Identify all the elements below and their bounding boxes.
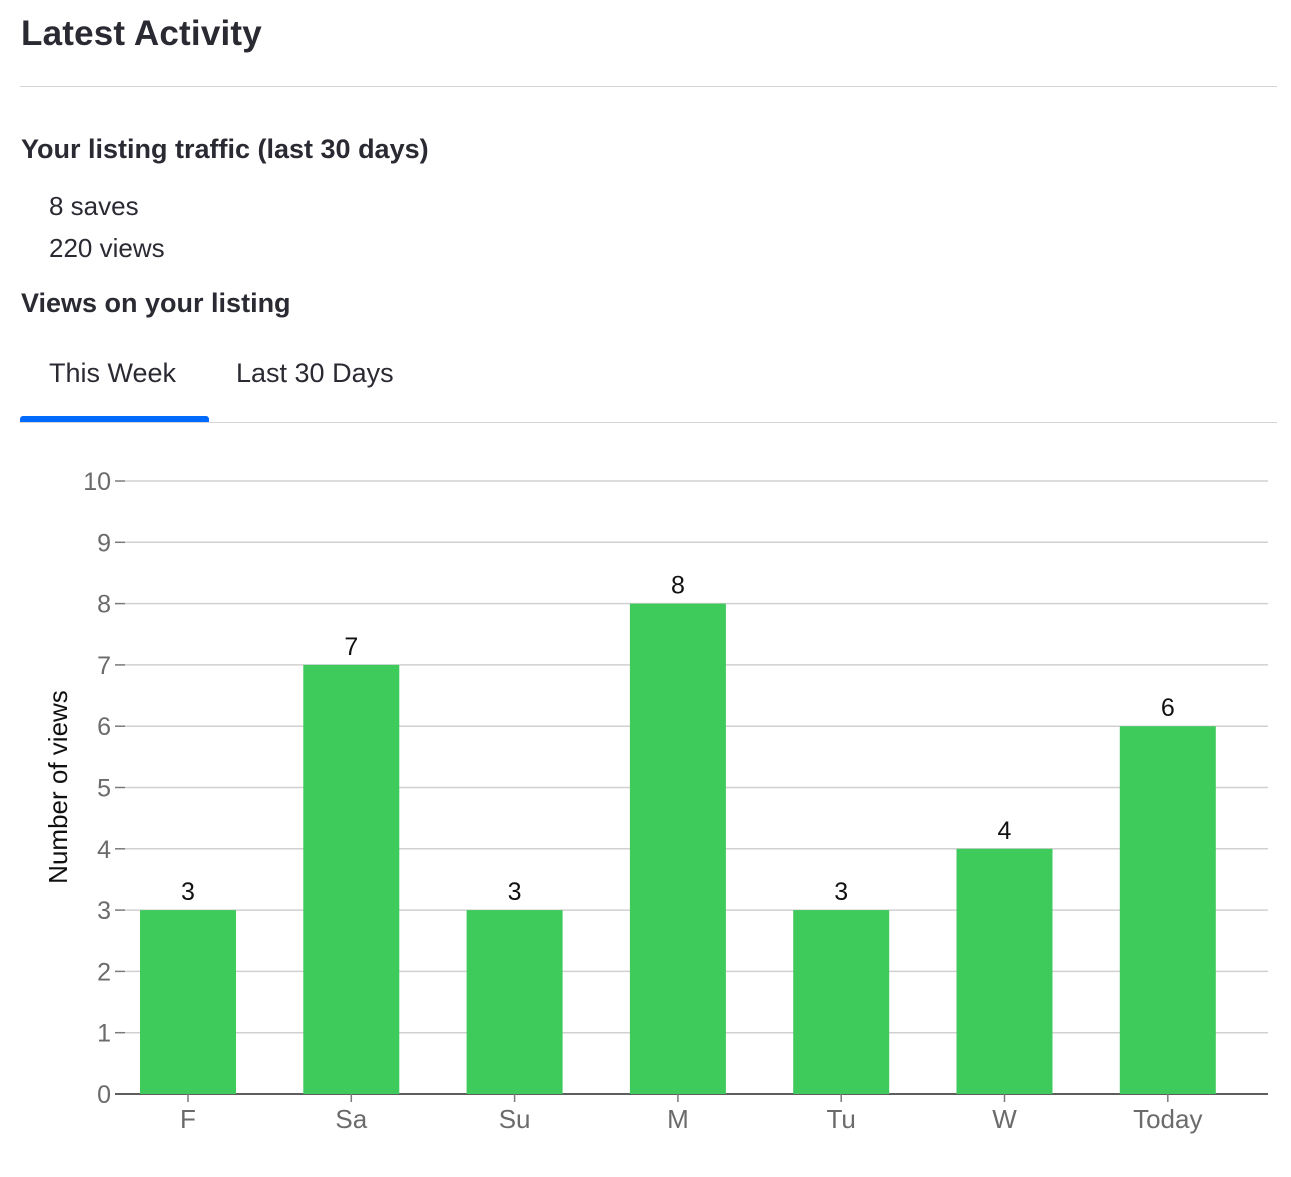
y-tick-label: 2 (97, 958, 111, 986)
x-tick-label: Sa (335, 1104, 367, 1134)
views-bar-chart: 0 1 2 3 4 5 6 7 8 9 10 Number of views 3 F 7 Sa 3 Su 8 M 3 Tu… (43, 468, 1268, 1134)
bar-value-label: 3 (508, 878, 522, 906)
bar-f (140, 910, 236, 1094)
listing-traffic-heading: Your listing traffic (last 30 days) (21, 134, 429, 164)
x-tick-label: Tu (827, 1104, 856, 1134)
y-tick-label: 0 (97, 1081, 111, 1109)
y-tick-label: 10 (83, 468, 111, 496)
y-axis-label: Number of views (43, 690, 73, 884)
bar-value-label: 3 (834, 878, 848, 906)
bar-tu (793, 910, 890, 1094)
bar-value-label: 7 (344, 633, 358, 661)
tab-last-30-days[interactable]: Last 30 Days (236, 358, 394, 388)
bar-su (466, 910, 563, 1094)
x-tick-label: F (180, 1104, 196, 1134)
saves-count: 8 saves (49, 191, 139, 221)
tabs-divider (20, 422, 1277, 423)
y-tick-label: 8 (97, 591, 111, 619)
selected-tab-indicator (20, 416, 209, 422)
x-tick-label: W (992, 1104, 1017, 1134)
bar-m (629, 603, 726, 1094)
views-on-listing-heading: Views on your listing (21, 288, 291, 318)
x-tick-label: Su (499, 1104, 531, 1134)
y-tick-label: 9 (97, 529, 111, 557)
y-tick-label: 3 (97, 897, 111, 925)
bar-value-label: 8 (671, 572, 685, 600)
bar-value-label: 4 (998, 817, 1012, 845)
tab-this-week[interactable]: This Week (49, 358, 177, 388)
bar-sa (303, 664, 400, 1094)
views-count: 220 views (49, 233, 165, 263)
page-title: Latest Activity (21, 14, 262, 53)
bar-value-label: 6 (1161, 694, 1175, 722)
y-tick-label: 4 (97, 836, 111, 864)
x-tick-label: Today (1133, 1104, 1202, 1134)
y-tick-label: 5 (97, 775, 111, 803)
bar-value-label: 3 (181, 878, 195, 906)
y-tick-label: 7 (97, 652, 111, 680)
bar-w (956, 848, 1053, 1094)
y-tick-label: 6 (97, 713, 111, 741)
y-tick-label: 1 (97, 1020, 111, 1048)
bar-today (1119, 726, 1216, 1094)
title-divider (20, 86, 1277, 87)
x-tick-label: M (667, 1104, 689, 1134)
